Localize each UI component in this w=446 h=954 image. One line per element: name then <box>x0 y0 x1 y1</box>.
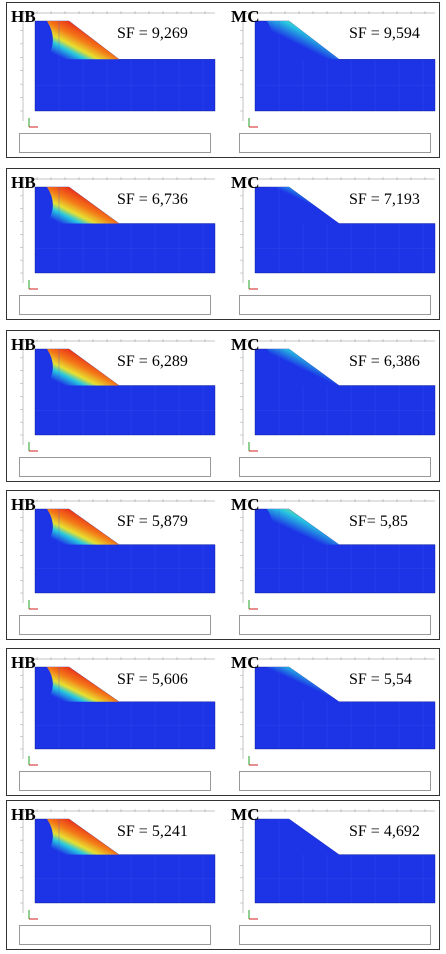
displacement-plot <box>20 499 216 610</box>
hb-panel: HB SF = 5,241 <box>9 801 219 949</box>
mc-panel: MC SF = 4,692 <box>229 801 439 949</box>
displacement-plot <box>20 11 216 128</box>
caption-box <box>19 457 211 477</box>
model-label: HB <box>11 805 36 824</box>
safety-factor: SF = 6,289 <box>117 353 188 370</box>
figure-row: HB SF = 5,606 MC SF = 5,54 <box>6 648 440 796</box>
safety-factor: SF = 5,54 <box>349 671 412 688</box>
displacement-wedge <box>263 21 339 60</box>
safety-factor: SF = 7,193 <box>349 191 420 208</box>
displacement-wedge <box>263 667 339 702</box>
safety-factor: SF = 9,269 <box>117 25 188 42</box>
model-label: HB <box>11 653 36 672</box>
displacement-wedge <box>263 187 339 224</box>
caption-box <box>19 925 211 945</box>
caption-box <box>19 133 211 153</box>
model-label: MC <box>231 335 260 354</box>
displacement-wedge <box>46 819 119 855</box>
safety-factor: SF = 5,879 <box>117 513 188 530</box>
model-label: MC <box>231 7 260 26</box>
model-label: MC <box>231 173 260 192</box>
model-label: HB <box>11 173 36 192</box>
hb-panel: HB SF = 6,736 <box>9 169 219 319</box>
displacement-plot <box>20 177 216 290</box>
hb-panel: HB SF = 5,879 <box>9 491 219 639</box>
figure-row: HB SF = 6,289 MC SF = 6,386 <box>6 330 440 482</box>
displacement-plot <box>240 339 436 452</box>
model-label: HB <box>11 335 36 354</box>
mc-panel: MC SF = 5,54 <box>229 649 439 795</box>
model-label: MC <box>231 805 260 824</box>
caption-box <box>239 771 431 791</box>
displacement-plot <box>240 809 436 920</box>
displacement-plot <box>20 809 216 920</box>
displacement-plot <box>240 657 436 766</box>
caption-box <box>19 295 211 315</box>
caption-box <box>239 615 431 635</box>
model-label: HB <box>11 7 36 26</box>
caption-box <box>19 615 211 635</box>
mc-panel: MC SF= 5,85 <box>229 491 439 639</box>
figure-row: HB SF = 9,269 MC SF = 9,594 <box>6 2 440 158</box>
displacement-wedge <box>263 509 339 545</box>
displacement-wedge <box>46 509 119 545</box>
displacement-wedge <box>46 667 119 702</box>
caption-box <box>19 771 211 791</box>
displacement-wedge <box>263 819 339 855</box>
model-label: HB <box>11 495 36 514</box>
hb-panel: HB SF = 9,269 <box>9 3 219 157</box>
caption-box <box>239 295 431 315</box>
model-label: MC <box>231 653 260 672</box>
displacement-plot <box>20 657 216 766</box>
displacement-wedge <box>263 349 339 386</box>
displacement-wedge <box>46 187 119 224</box>
mc-panel: MC SF = 7,193 <box>229 169 439 319</box>
displacement-plot <box>240 499 436 610</box>
model-label: MC <box>231 495 260 514</box>
displacement-wedge <box>46 349 119 386</box>
displacement-plot <box>20 339 216 452</box>
caption-box <box>239 133 431 153</box>
mc-panel: MC SF = 6,386 <box>229 331 439 481</box>
displacement-plot <box>240 11 436 128</box>
safety-factor: SF= 5,85 <box>349 513 408 530</box>
safety-factor: SF = 9,594 <box>349 25 420 42</box>
displacement-plot <box>240 177 436 290</box>
mc-panel: MC SF = 9,594 <box>229 3 439 157</box>
figure-row: HB SF = 5,879 MC SF= 5,85 <box>6 490 440 640</box>
hb-panel: HB SF = 6,289 <box>9 331 219 481</box>
caption-box <box>239 925 431 945</box>
safety-factor: SF = 4,692 <box>349 823 420 840</box>
safety-factor: SF = 5,606 <box>117 671 188 688</box>
safety-factor: SF = 6,386 <box>349 353 420 370</box>
figure-row: HB SF = 5,241 MC SF = 4,692 <box>6 800 440 950</box>
caption-box <box>239 457 431 477</box>
safety-factor: SF = 6,736 <box>117 191 188 208</box>
figure-row: HB SF = 6,736 MC SF = 7,193 <box>6 168 440 320</box>
hb-panel: HB SF = 5,606 <box>9 649 219 795</box>
displacement-wedge <box>46 21 119 60</box>
safety-factor: SF = 5,241 <box>117 823 188 840</box>
